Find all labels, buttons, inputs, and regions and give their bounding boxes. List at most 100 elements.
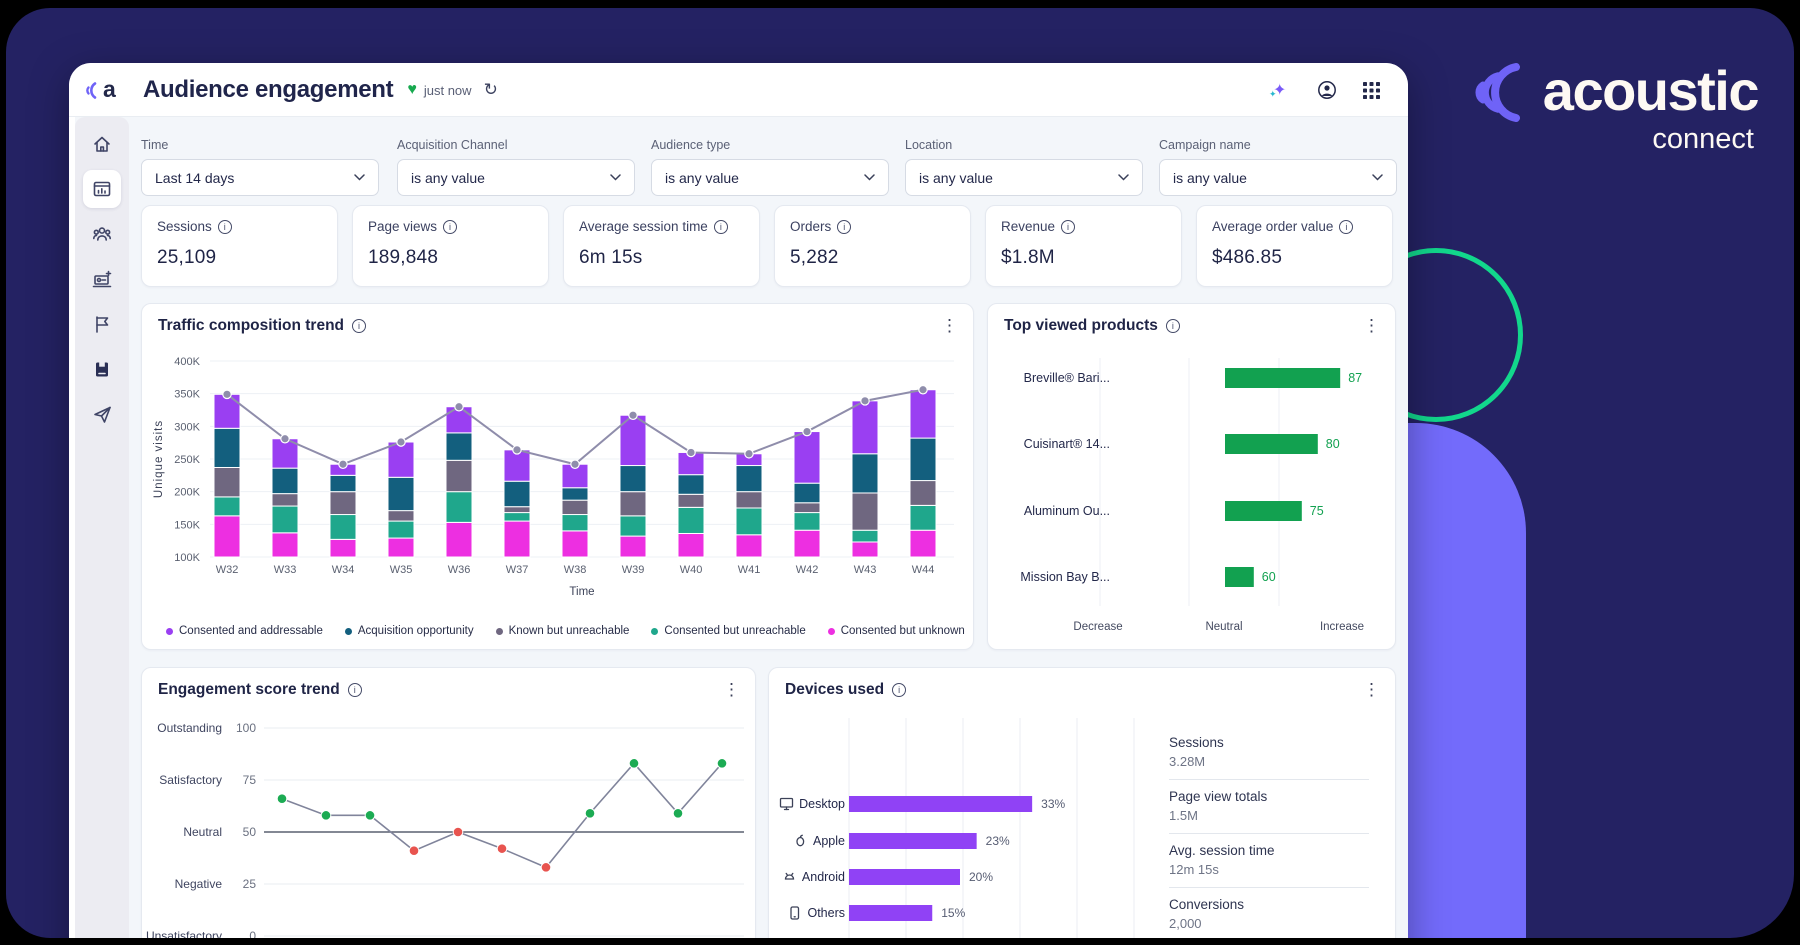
dashboard-window: Audience engagement ♥ just now ↻ ✦ ✦ [69,63,1408,938]
svg-text:W36: W36 [448,564,471,576]
panel-title: Traffic composition trend [158,317,345,334]
svg-text:Mission Bay B...: Mission Bay B... [1020,570,1110,584]
legend-dot-icon [344,627,352,635]
svg-text:75: 75 [1310,504,1324,518]
svg-text:Breville® Bari...: Breville® Bari... [1024,371,1110,385]
filter-value: is any value [411,169,485,186]
info-icon[interactable]: i [1339,219,1354,234]
sidebar-item-campaigns[interactable] [83,260,121,298]
sidebar-item-dashboard[interactable] [83,170,121,208]
legend-label: Consented but unreachable [664,625,806,637]
filter-value: is any value [665,169,739,186]
library-icon [96,362,108,377]
svg-text:400K: 400K [174,356,200,368]
legend-label: Consented but unknown [840,625,965,637]
kebab-menu-icon[interactable]: ⋮ [1363,680,1380,699]
svg-text:W33: W33 [274,564,297,576]
svg-text:0: 0 [249,929,256,938]
filter-label: Time [141,138,169,152]
device-label: Apple [813,834,845,848]
svg-text:87: 87 [1348,371,1362,385]
svg-text:Neutral: Neutral [1205,621,1242,633]
stat-item: Page view totals 1.5M [1169,779,1369,833]
info-icon[interactable]: i [347,683,362,697]
filter-value: Last 14 days [155,169,235,186]
info-icon[interactable]: i [1165,319,1180,333]
acoustic-waves-icon [1475,62,1520,122]
filter-label: Audience type [651,138,731,152]
kebab-menu-icon[interactable]: ⋮ [723,680,740,699]
kpi-value: $486.85 [1212,247,1283,268]
svg-text:100: 100 [236,721,256,735]
stat-label: Avg. session time [1169,843,1275,858]
info-icon[interactable]: i [837,219,852,234]
kpi-label: Revenue [1001,219,1056,234]
audiences-icon [93,227,111,241]
legend-dot-icon [495,627,503,635]
legend-item: Consented but unknown [827,625,965,637]
info-icon[interactable]: i [217,219,232,234]
deliver-icon [94,406,111,423]
kpi-card-orders: Orders i 5,282 [774,205,971,287]
svg-text:Decrease: Decrease [1073,621,1122,633]
filter-acquisition-channel: Acquisition Channel is any value [397,138,635,196]
kebab-menu-icon[interactable]: ⋮ [1363,316,1380,335]
chevron-down-icon [864,174,875,181]
ai-sparkle-icon[interactable]: ✦ ✦ [1269,82,1287,99]
info-icon[interactable]: i [1061,219,1076,234]
stat-label: Page view totals [1169,789,1268,804]
legend-item: Acquisition opportunity [344,625,474,637]
kpi-card-revenue: Revenue i $1.8M [985,205,1182,287]
account-icon[interactable] [1317,80,1337,100]
info-icon[interactable]: i [892,683,907,697]
filter-dropdown[interactable]: Last 14 days [141,159,379,196]
kpi-card-average-order-value: Average order value i $486.85 [1196,205,1393,287]
svg-text:Neutral: Neutral [183,825,222,839]
dashboard-content: Time Last 14 days Acquisition Channel is an… [75,117,1408,938]
kpi-value: 5,282 [790,247,839,268]
kpi-card-sessions: Sessions i 25,109 [141,205,338,287]
svg-text:Cuisinart® 14...: Cuisinart® 14... [1024,437,1110,451]
stat-label: Conversions [1169,897,1245,912]
legend-dot-icon [827,627,835,635]
svg-text:W44: W44 [912,564,935,576]
phone-icon [790,906,800,920]
device-row-desktop: Desktop [769,794,845,814]
sidebar-item-home[interactable] [83,125,121,163]
android-icon [784,872,795,880]
info-icon[interactable]: i [713,219,728,234]
refresh-icon[interactable]: ↻ [483,80,498,99]
svg-text:Time: Time [569,586,594,598]
legend-dot-icon [651,627,659,635]
favorite-heart-icon[interactable]: ♥ [407,81,417,98]
page-title: Audience engagement [143,76,394,103]
devices-used-panel: Devices used i ⋮ 33%23%20%15%9% DesktopA… [768,667,1396,938]
sidebar-item-deliver[interactable] [83,395,121,433]
filter-audience-type: Audience type is any value [651,138,889,196]
traffic-composition-panel: Traffic composition trend i ⋮ 400K 350K 30… [141,303,974,650]
filter-dropdown[interactable]: is any value [397,159,635,196]
sidebar-item-goals[interactable] [83,305,121,343]
info-icon[interactable]: i [443,219,458,234]
kpi-label: Orders [790,219,832,234]
apps-grid-icon[interactable] [1363,81,1380,99]
filter-dropdown[interactable]: is any value [1159,159,1397,196]
dashboard-icon [93,181,111,197]
kebab-menu-icon[interactable]: ⋮ [941,316,958,335]
info-icon[interactable]: i [352,319,367,333]
device-row-apple: Apple [769,831,845,851]
filter-dropdown[interactable]: is any value [651,159,889,196]
svg-text:20%: 20% [969,870,993,884]
svg-text:150K: 150K [174,519,200,531]
top-viewed-products-panel: Top viewed products i ⋮ Breville® Bari..… [987,303,1396,650]
svg-text:15%: 15% [941,906,965,920]
sidebar-item-library[interactable] [83,350,121,388]
sidebar-item-audiences[interactable] [83,215,121,253]
kpi-value: 25,109 [157,247,217,268]
app-header: Audience engagement ♥ just now ↻ ✦ ✦ [69,63,1408,117]
stat-label: Sessions [1169,735,1224,750]
filter-dropdown[interactable]: is any value [905,159,1143,196]
svg-text:W34: W34 [332,564,355,576]
logo-letter: a [103,76,116,102]
kpi-label: Sessions [157,219,212,234]
